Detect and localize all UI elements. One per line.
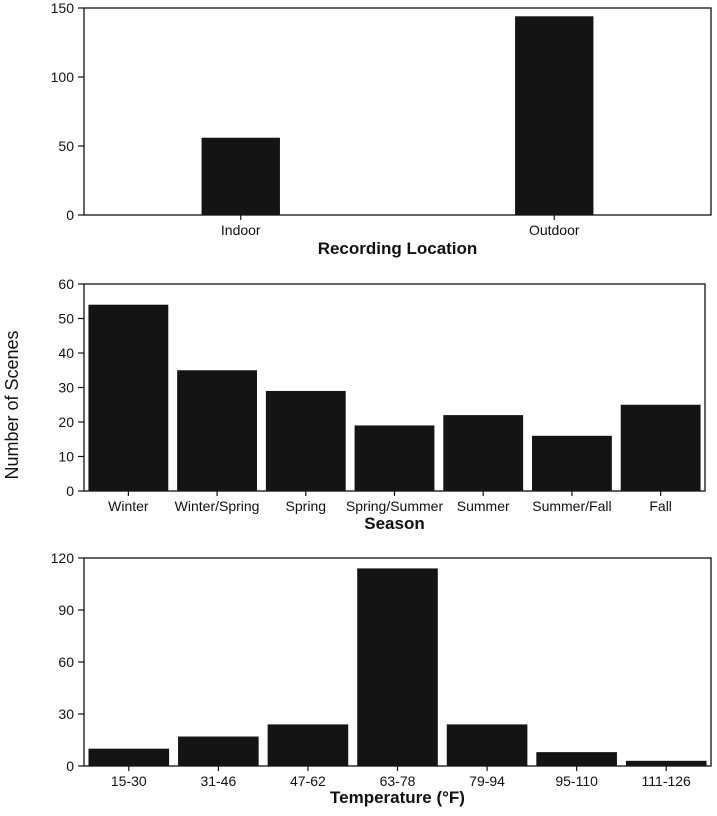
x-tick-label: Fall [649, 498, 672, 514]
x-axis-label: Recording Location [318, 239, 478, 258]
shared-y-axis-label: Number of Scenes [2, 330, 22, 479]
x-axis-label: Season [364, 514, 424, 533]
y-tick-label: 20 [58, 414, 74, 430]
bar-outdoor [515, 16, 594, 216]
y-tick-label: 100 [51, 69, 75, 85]
y-tick-label: 30 [58, 706, 74, 722]
bar-95-110 [536, 752, 617, 766]
y-tick-label: 90 [58, 602, 74, 618]
y-tick-label: 50 [58, 138, 74, 154]
x-tick-label: Winter [108, 498, 149, 514]
bar-31-46 [178, 736, 259, 766]
x-tick-label: 111-126 [642, 773, 692, 789]
x-tick-label: Summer/Fall [532, 498, 611, 514]
x-tick-label: 15-30 [111, 773, 147, 789]
bar-summer-fall [532, 435, 612, 491]
x-tick-label: Summer [457, 498, 510, 514]
x-tick-label: 31-46 [200, 773, 236, 789]
bar-summer [443, 415, 524, 491]
bar-winter-spring [177, 370, 257, 491]
y-tick-label: 0 [66, 483, 74, 499]
bar-spring-summer [354, 425, 435, 491]
x-tick-label: Indoor [221, 222, 261, 238]
x-tick-label: Spring [286, 498, 326, 514]
bar-15-30 [88, 748, 170, 766]
y-tick-label: 60 [58, 276, 74, 292]
chart-panel-1: 0 50 100 150 Indoor Outdoor Recording Location [51, 0, 712, 258]
y-tick-label: 60 [58, 654, 74, 670]
x-tick-label: Spring/Summer [346, 498, 444, 514]
plot-frame [83, 7, 712, 216]
chart-panel-3: 0 30 60 90 120 15-30 31-46 47-62 63-78 79-94 95-11… [51, 550, 712, 807]
y-tick-label: 30 [58, 380, 74, 396]
y-tick-label: 0 [66, 758, 74, 774]
bar-63-78 [357, 568, 438, 766]
x-tick-label: 47-62 [290, 773, 326, 789]
y-tick-label: 50 [58, 311, 74, 327]
y-tick-label: 120 [51, 550, 75, 566]
x-tick-label: 63-78 [380, 773, 416, 789]
x-axis-label: Temperature (°F) [330, 788, 465, 807]
x-tick-label: Winter/Spring [175, 498, 260, 514]
x-tick-label: 95-110 [555, 773, 598, 789]
y-tick-label: 10 [58, 449, 74, 465]
bar-47-62 [267, 724, 349, 766]
x-tick-label: 79-94 [469, 773, 505, 789]
y-tick-label: 40 [58, 345, 74, 361]
bar-indoor [201, 137, 280, 215]
bar-111-126 [625, 760, 707, 766]
bar-spring [265, 390, 346, 491]
y-tick-label: 150 [51, 0, 75, 16]
bar-79-94 [446, 724, 528, 766]
x-tick-label: Outdoor [529, 222, 580, 238]
bar-fall [620, 404, 701, 491]
y-tick-label: 0 [66, 207, 74, 223]
chart-panel-2: 0 10 20 30 40 50 60 Winter Winter/Spring Spring Sp… [58, 276, 706, 533]
bar-winter [88, 304, 169, 491]
